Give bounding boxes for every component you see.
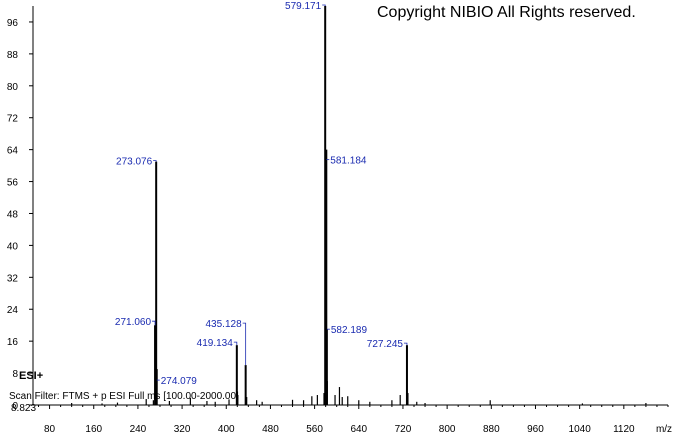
peak-label-271.060: 271.060 bbox=[115, 317, 152, 328]
y-tick-label: 8 bbox=[12, 369, 18, 380]
x-tick-label: 1120 bbox=[613, 424, 635, 434]
x-tick-label: 480 bbox=[262, 424, 279, 434]
y-tick-label: 0 bbox=[12, 401, 18, 412]
x-tick-label: 880 bbox=[483, 424, 500, 434]
x-tick-label: 1040 bbox=[569, 424, 592, 434]
y-tick-label: 24 bbox=[7, 305, 19, 316]
peak-annotation-leader bbox=[403, 342, 408, 346]
x-tick-label: 560 bbox=[306, 424, 323, 434]
y-tick-label: 40 bbox=[7, 241, 19, 252]
peak-annotation-leader bbox=[242, 322, 247, 366]
peak-label-579.171: 579.171 bbox=[285, 1, 322, 12]
peak-annotation-leader bbox=[322, 4, 326, 6]
retention-time-label: 8.823 bbox=[11, 403, 37, 414]
y-tick-label: 48 bbox=[7, 209, 19, 220]
ion-mode-label: ESI+ bbox=[19, 370, 44, 382]
y-tick-label: 56 bbox=[7, 178, 19, 189]
x-tick-label: 960 bbox=[527, 424, 544, 434]
peak-label-274.079: 274.079 bbox=[161, 376, 198, 387]
peak-label-727.245: 727.245 bbox=[367, 339, 404, 350]
x-tick-label: 720 bbox=[395, 424, 412, 434]
x-tick-label: 80 bbox=[44, 424, 56, 434]
minor-peaks bbox=[71, 381, 647, 405]
x-tick-label: 240 bbox=[130, 424, 147, 434]
x-tick-label: 800 bbox=[439, 424, 456, 434]
y-axis: 0 8 16 24 32 40 48 56 64 72 80 88 96 bbox=[7, 6, 34, 412]
x-tick-label: 400 bbox=[218, 424, 235, 434]
y-tick-label: 96 bbox=[7, 18, 19, 29]
peak-label-581.184: 581.184 bbox=[330, 156, 367, 167]
y-tick-label: 72 bbox=[7, 114, 19, 125]
peak-label-582.189: 582.189 bbox=[331, 325, 368, 336]
scan-filter-text: Scan Filter: FTMS + p ESI Full ms [100.0… bbox=[9, 391, 239, 402]
x-tick-label: 160 bbox=[85, 424, 102, 434]
x-axis-label: m/z bbox=[656, 424, 672, 434]
peak-label-435.128: 435.128 bbox=[206, 319, 243, 330]
x-tick-label: 320 bbox=[174, 424, 191, 434]
peak-annotation-leader bbox=[153, 160, 157, 162]
peak-annotation-leader bbox=[233, 341, 238, 346]
peak-label-419.134: 419.134 bbox=[197, 338, 234, 349]
x-axis: 80 160 240 320 400 480 560 640 720 800 880 960 1040 1… bbox=[33, 404, 672, 434]
peak-annotations: 579.171 273.076 581.184 271.060 582.189 435.1… bbox=[115, 1, 408, 387]
y-tick-label: 80 bbox=[7, 82, 19, 93]
peak-annotation-leader bbox=[152, 320, 156, 326]
y-tick-label: 88 bbox=[7, 50, 19, 61]
copyright-notice: Copyright NIBIO All Rights reserved. bbox=[377, 4, 636, 21]
y-tick-label: 64 bbox=[7, 146, 19, 157]
y-tick-label: 16 bbox=[7, 337, 19, 348]
x-tick-label: 640 bbox=[350, 424, 367, 434]
y-tick-label: 32 bbox=[7, 273, 19, 284]
labeled-peaks bbox=[154, 6, 408, 405]
peak-label-273.076: 273.076 bbox=[116, 157, 153, 168]
